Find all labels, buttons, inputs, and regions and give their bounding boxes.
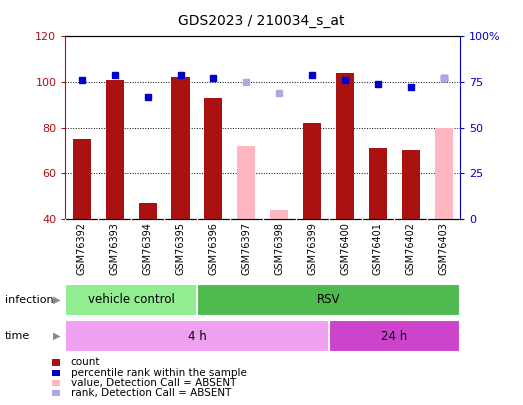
Bar [402,150,420,219]
Text: infection: infection [5,295,54,305]
Text: value, Detection Call = ABSENT: value, Detection Call = ABSENT [71,378,236,388]
Bar [328,320,460,352]
Text: ▶: ▶ [53,331,60,341]
Text: GSM76393: GSM76393 [110,222,120,275]
Text: GSM76392: GSM76392 [77,222,87,275]
Text: vehicle control: vehicle control [88,293,175,306]
Bar [73,139,91,219]
Text: RSV: RSV [317,293,340,306]
Text: GSM76396: GSM76396 [209,222,219,275]
Text: GSM76397: GSM76397 [241,222,252,275]
Text: ▶: ▶ [53,295,60,305]
Text: GSM76401: GSM76401 [373,222,383,275]
Text: GDS2023 / 210034_s_at: GDS2023 / 210034_s_at [178,14,345,28]
Text: percentile rank within the sample: percentile rank within the sample [71,368,246,377]
Text: count: count [71,358,100,367]
Text: GSM76394: GSM76394 [143,222,153,275]
Bar [270,210,288,219]
Text: GSM76395: GSM76395 [176,222,186,275]
Bar [65,320,328,352]
Bar [106,80,124,219]
Text: GSM76398: GSM76398 [274,222,285,275]
Bar [237,146,255,219]
Text: rank, Detection Call = ABSENT: rank, Detection Call = ABSENT [71,388,231,398]
Bar [204,98,222,219]
Bar [336,73,354,219]
Text: GSM76399: GSM76399 [307,222,317,275]
Bar [369,148,387,219]
Bar [197,284,460,316]
Bar [435,128,453,219]
Text: GSM76402: GSM76402 [406,222,416,275]
Bar [139,203,157,219]
Text: 24 h: 24 h [381,330,407,343]
Text: time: time [5,331,30,341]
Text: GSM76403: GSM76403 [439,222,449,275]
Text: 4 h: 4 h [188,330,207,343]
Bar [65,284,197,316]
Bar [303,123,321,219]
Bar [172,77,190,219]
Text: GSM76400: GSM76400 [340,222,350,275]
